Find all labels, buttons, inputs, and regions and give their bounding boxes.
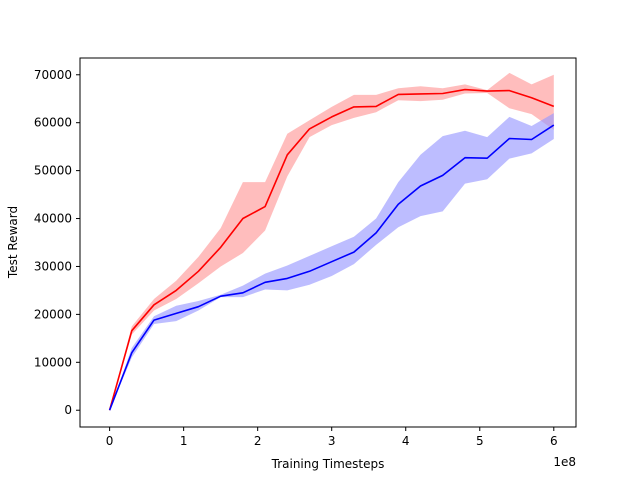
x-tick-label: 0 [106, 434, 114, 448]
y-tick-label: 0 [64, 403, 72, 417]
series-lines [108, 88, 555, 411]
y-axis-label: Test Reward [6, 206, 20, 279]
x-tick-label: 4 [402, 434, 410, 448]
x-axis-offset-label: 1e8 [553, 455, 576, 469]
plot-frame [79, 57, 577, 428]
y-tick-label: 60000 [34, 116, 72, 130]
band-red [109, 72, 554, 411]
x-tick-label: 6 [550, 434, 558, 448]
y-tick-label: 70000 [34, 68, 72, 82]
y-tick-label: 50000 [34, 164, 72, 178]
y-tick-label: 30000 [34, 259, 72, 273]
y-tick-label: 40000 [34, 212, 72, 226]
x-tick-label: 2 [254, 434, 262, 448]
x-tick-label: 1 [180, 434, 188, 448]
y-axis-ticks: 0 10000 20000 30000 40000 50000 60000 70000 [34, 68, 80, 417]
x-tick-label: 5 [476, 434, 484, 448]
x-axis-ticks: 0 1 2 3 4 5 6 [106, 427, 558, 448]
line-blue [108, 124, 555, 411]
line-red [108, 88, 555, 411]
y-tick-label: 20000 [34, 307, 72, 321]
x-axis-label: Training Timesteps [271, 457, 385, 471]
x-tick-label: 3 [328, 434, 336, 448]
y-tick-label: 10000 [34, 355, 72, 369]
